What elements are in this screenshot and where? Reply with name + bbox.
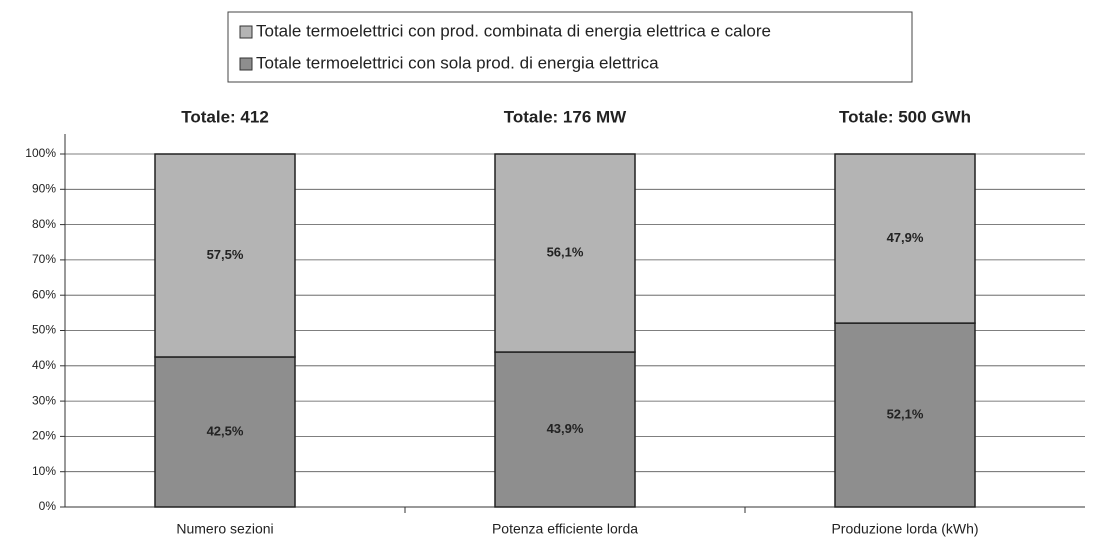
y-tick-label: 50% [32,323,56,337]
column-title: Totale: 500 GWh [839,107,971,126]
column-title: Totale: 176 MW [504,107,627,126]
x-tick-label: Produzione lorda (kWh) [831,521,978,537]
y-tick-label: 10% [32,464,56,478]
bar-segment [154,356,296,508]
legend-label: Totale termoelettrici con prod. combinat… [256,21,771,40]
y-tick-label: 70% [32,252,56,266]
x-tick-label: Numero sezioni [176,521,273,537]
legend-swatch [239,57,253,71]
data-label: 56,1% [547,244,584,259]
bar-segment [154,153,296,358]
legend-box [227,11,913,83]
y-tick-label: 20% [32,429,56,443]
y-tick-label: 100% [25,146,56,160]
y-tick-label: 60% [32,287,56,301]
data-label: 43,9% [547,421,584,436]
bar-segment [494,351,636,508]
data-label: 47,9% [887,230,924,245]
data-label: 42,5% [207,423,244,438]
x-tick-label: Potenza efficiente lorda [492,521,638,537]
y-tick-label: 90% [32,181,56,195]
legend-swatch [239,25,253,39]
legend-label: Totale termoelettrici con sola prod. di … [256,53,659,72]
y-tick-label: 80% [32,217,56,231]
y-tick-label: 0% [39,499,57,513]
data-label: 57,5% [207,247,244,262]
bar-segment [834,153,976,324]
bar-segment [494,153,636,353]
y-tick-label: 30% [32,393,56,407]
data-label: 52,1% [887,406,924,421]
column-title: Totale: 412 [181,107,269,126]
y-tick-label: 40% [32,358,56,372]
